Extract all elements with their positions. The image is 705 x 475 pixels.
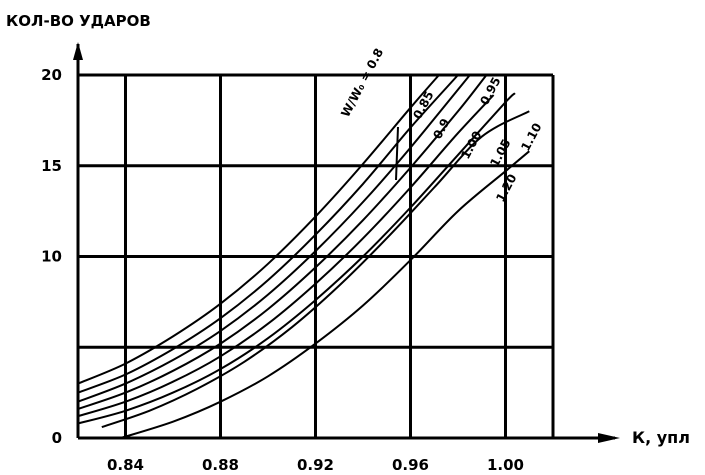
series-group bbox=[77, 74, 530, 439]
x-tick-label: 0.96 bbox=[392, 456, 429, 474]
y-tick-label: 20 bbox=[41, 66, 62, 84]
axes bbox=[73, 42, 620, 443]
series-label-0_95: 0.95 bbox=[477, 75, 503, 108]
series-label-0_8: W/W₀ = 0.8 bbox=[338, 46, 386, 119]
series-line-0_95 bbox=[77, 74, 488, 410]
series-line-1_10 bbox=[101, 110, 530, 429]
y-tick-label: 15 bbox=[41, 157, 62, 175]
x-axis-arrow bbox=[598, 433, 620, 443]
series-label-1_00: 1.00 bbox=[458, 129, 484, 162]
label-leader-line bbox=[395, 126, 399, 181]
series-line-1_20 bbox=[120, 150, 530, 439]
series-label-1_10: 1.10 bbox=[518, 121, 544, 154]
series-line-1_05 bbox=[77, 92, 516, 425]
y-tick-label: 10 bbox=[41, 248, 62, 266]
series-line-1_00 bbox=[77, 94, 495, 418]
x-tick-label: 0.92 bbox=[297, 456, 334, 474]
x-tick-label: 1.00 bbox=[487, 456, 524, 474]
x-axis-label: К, упл bbox=[632, 428, 690, 447]
tick-labels: 0.84 0.88 0.92 0.96 1.00 0 10 15 20 bbox=[41, 66, 524, 474]
y-tick-label: 0 bbox=[52, 429, 62, 447]
y-axis-label: КОЛ-ВО УДАРОВ bbox=[6, 12, 151, 30]
series-line-0_85 bbox=[77, 74, 459, 394]
series-label-1_20: 1.20 bbox=[493, 172, 519, 205]
x-tick-label: 0.88 bbox=[202, 456, 239, 474]
series-line-0_8 bbox=[77, 74, 440, 385]
series-line-0_9 bbox=[77, 74, 471, 403]
x-tick-label: 0.84 bbox=[107, 456, 144, 474]
y-axis-arrow bbox=[73, 42, 83, 60]
series-label-0_85: 0.85 bbox=[410, 89, 436, 122]
